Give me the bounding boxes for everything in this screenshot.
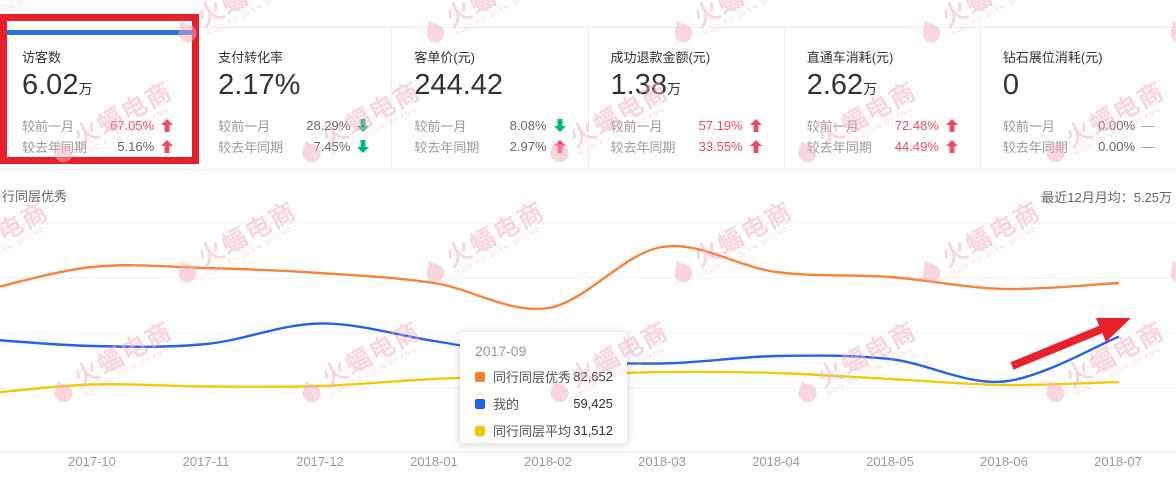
x-axis-label: 2018-06 — [980, 454, 1028, 469]
yoy-label: 较去年同期 — [218, 140, 284, 155]
kpi-value: 2.17% — [218, 69, 301, 101]
arrow-up-icon — [945, 119, 958, 132]
series-line-excellent — [0, 244, 1120, 311]
x-axis-label: 2017-10 — [68, 454, 116, 469]
chart-tooltip: 2017-09 同行同层优秀 82,652 我的 59,425 同行同层平均 3… — [460, 332, 627, 443]
kpi-title: 成功退款金额(元) — [610, 50, 711, 65]
kpi-title: 支付转化率 — [218, 50, 284, 65]
yoy-label: 较去年同期 — [414, 140, 480, 155]
yoy-label: 较去年同期 — [1002, 140, 1068, 155]
tooltip-row-mine: 我的 59,425 — [475, 394, 613, 413]
yoy-value: 7.45% — [313, 139, 351, 154]
tooltip-row-excellent: 同行同层优秀 82,652 — [475, 367, 613, 386]
chart-12month-average-note: 最近12月月均：5.25万 — [1041, 190, 1172, 205]
arrow-up-icon — [945, 140, 958, 153]
arrow-up-icon — [749, 119, 762, 132]
yoy-value: 33.55% — [698, 139, 743, 154]
series-swatch-excellent — [475, 371, 485, 382]
chart-header-left-text: 行同层优秀 — [2, 189, 68, 204]
trend-annotation-arrow — [1010, 318, 1131, 370]
arrow-up-icon — [749, 140, 762, 153]
mom-value: 57.19% — [698, 118, 743, 133]
arrow-down-icon — [553, 119, 566, 132]
yoy-row: 较去年同期 7.45% — [218, 136, 370, 157]
kpi-unit: 万 — [78, 81, 93, 97]
kpi-comparison-rows: 较前一月 0.00% — 较去年同期 0.00% — — [1002, 115, 1155, 157]
series-swatch-average — [475, 425, 485, 436]
x-axis-label: 2017-12 — [296, 454, 344, 469]
mom-row: 较前一月 28.29% — [218, 115, 370, 136]
arrow-down-icon — [357, 119, 370, 132]
mom-value: 28.29% — [306, 118, 351, 133]
mom-label: 较前一月 — [414, 119, 467, 134]
kpi-title: 客单价(元) — [414, 50, 476, 65]
mom-value: 72.48% — [894, 118, 939, 133]
mom-label: 较前一月 — [1002, 119, 1055, 134]
kpi-unit: 万 — [666, 81, 681, 97]
kpi-card-conversion-rate[interactable]: 支付转化率 2.17% 较前一月 28.29% 较去年同期 7.45% — [195, 27, 392, 169]
arrow-down-icon — [357, 140, 370, 153]
x-axis-label: 2018-07 — [1094, 454, 1142, 469]
mom-row: 较前一月 72.48% — [807, 115, 958, 136]
mom-value: 8.08% — [509, 118, 547, 133]
kpi-unit: 万 — [863, 81, 878, 97]
kpi-title: 直通车消耗(元) — [806, 50, 894, 65]
yoy-label: 较去年同期 — [610, 140, 676, 155]
yoy-value: 2.97% — [509, 139, 547, 154]
dash-icon: — — [1141, 139, 1155, 154]
kpi-comparison-rows: 较前一月 72.48% 较去年同期 44.49% — [807, 115, 958, 157]
mom-row: 较前一月 57.19% — [611, 115, 762, 136]
mom-label: 较前一月 — [610, 119, 663, 134]
kpi-value: 244.42 — [414, 69, 504, 101]
yoy-row: 较去年同期 2.97% — [414, 136, 566, 157]
kpi-card-avg-order-value[interactable]: 客单价(元) 244.42 较前一月 8.08% 较去年同期 2.97% — [391, 27, 588, 169]
x-axis-label: 2018-04 — [752, 454, 800, 469]
kpi-cards-row: 访客数 6.02万 较前一月 67.05% 较去年同期 5.16% 支付转化率 … — [0, 27, 1176, 170]
yoy-value: 44.49% — [894, 139, 939, 154]
x-axis-label: 2018-02 — [524, 454, 572, 469]
arrow-up-icon — [161, 140, 174, 153]
kpi-value: 0 — [1002, 69, 1019, 101]
kpi-card-ztc-spend[interactable]: 直通车消耗(元) 2.62万 较前一月 72.48% 较去年同期 44.49% — [783, 27, 980, 169]
yoy-label: 较去年同期 — [22, 140, 88, 155]
kpi-card-refund-amount[interactable]: 成功退款金额(元) 1.38万 较前一月 57.19% 较去年同期 33.55% — [587, 27, 784, 169]
yoy-row: 较去年同期 5.16% — [22, 136, 174, 157]
x-axis-label: 2018-05 — [866, 454, 914, 469]
x-axis-label: 2018-03 — [638, 454, 686, 469]
yoy-row: 较去年同期 44.49% — [807, 136, 958, 157]
kpi-comparison-rows: 较前一月 8.08% 较去年同期 2.97% — [414, 115, 566, 157]
yoy-value: 0.00% — [1098, 139, 1136, 154]
mom-row: 较前一月 67.05% — [22, 115, 174, 136]
mom-value: 67.05% — [110, 118, 155, 133]
kpi-comparison-rows: 较前一月 28.29% 较去年同期 7.45% — [218, 115, 370, 157]
mom-label: 较前一月 — [218, 119, 271, 134]
yoy-row: 较去年同期 0.00% — — [1002, 136, 1155, 157]
series-swatch-mine — [475, 398, 485, 409]
kpi-comparison-rows: 较前一月 67.05% 较去年同期 5.16% — [22, 115, 174, 157]
mom-row: 较前一月 8.08% — [414, 115, 566, 136]
mom-row: 较前一月 0.00% — — [1002, 115, 1155, 136]
kpi-value: 6.02万 — [22, 69, 93, 101]
kpi-comparison-rows: 较前一月 57.19% 较去年同期 33.55% — [611, 115, 762, 157]
arrow-up-icon — [161, 119, 174, 132]
x-axis-label: 2017-11 — [182, 454, 230, 469]
mom-label: 较前一月 — [806, 119, 859, 134]
kpi-card-visitors[interactable]: 访客数 6.02万 较前一月 67.05% 较去年同期 5.16% — [0, 27, 196, 169]
kpi-value: 2.62万 — [806, 69, 878, 101]
mom-value: 0.00% — [1098, 118, 1136, 133]
tooltip-row-average: 同行同层平均 31,512 — [475, 421, 613, 440]
dash-icon: — — [1141, 118, 1155, 133]
kpi-title: 钻石展位消耗(元) — [1002, 50, 1103, 65]
kpi-value: 1.38万 — [610, 69, 681, 101]
yoy-row: 较去年同期 33.55% — [611, 136, 762, 157]
kpi-title: 访客数 — [22, 50, 62, 65]
tooltip-date: 2017-09 — [475, 343, 527, 359]
mom-label: 较前一月 — [22, 119, 75, 134]
yoy-label: 较去年同期 — [806, 140, 872, 155]
arrow-up-icon — [553, 140, 566, 153]
kpi-card-diamond-spend[interactable]: 钻石展位消耗(元) 0 较前一月 0.00% — 较去年同期 0.00% — — [979, 27, 1176, 169]
x-axis-label: 2018-01 — [410, 454, 458, 469]
yoy-value: 5.16% — [117, 139, 155, 154]
